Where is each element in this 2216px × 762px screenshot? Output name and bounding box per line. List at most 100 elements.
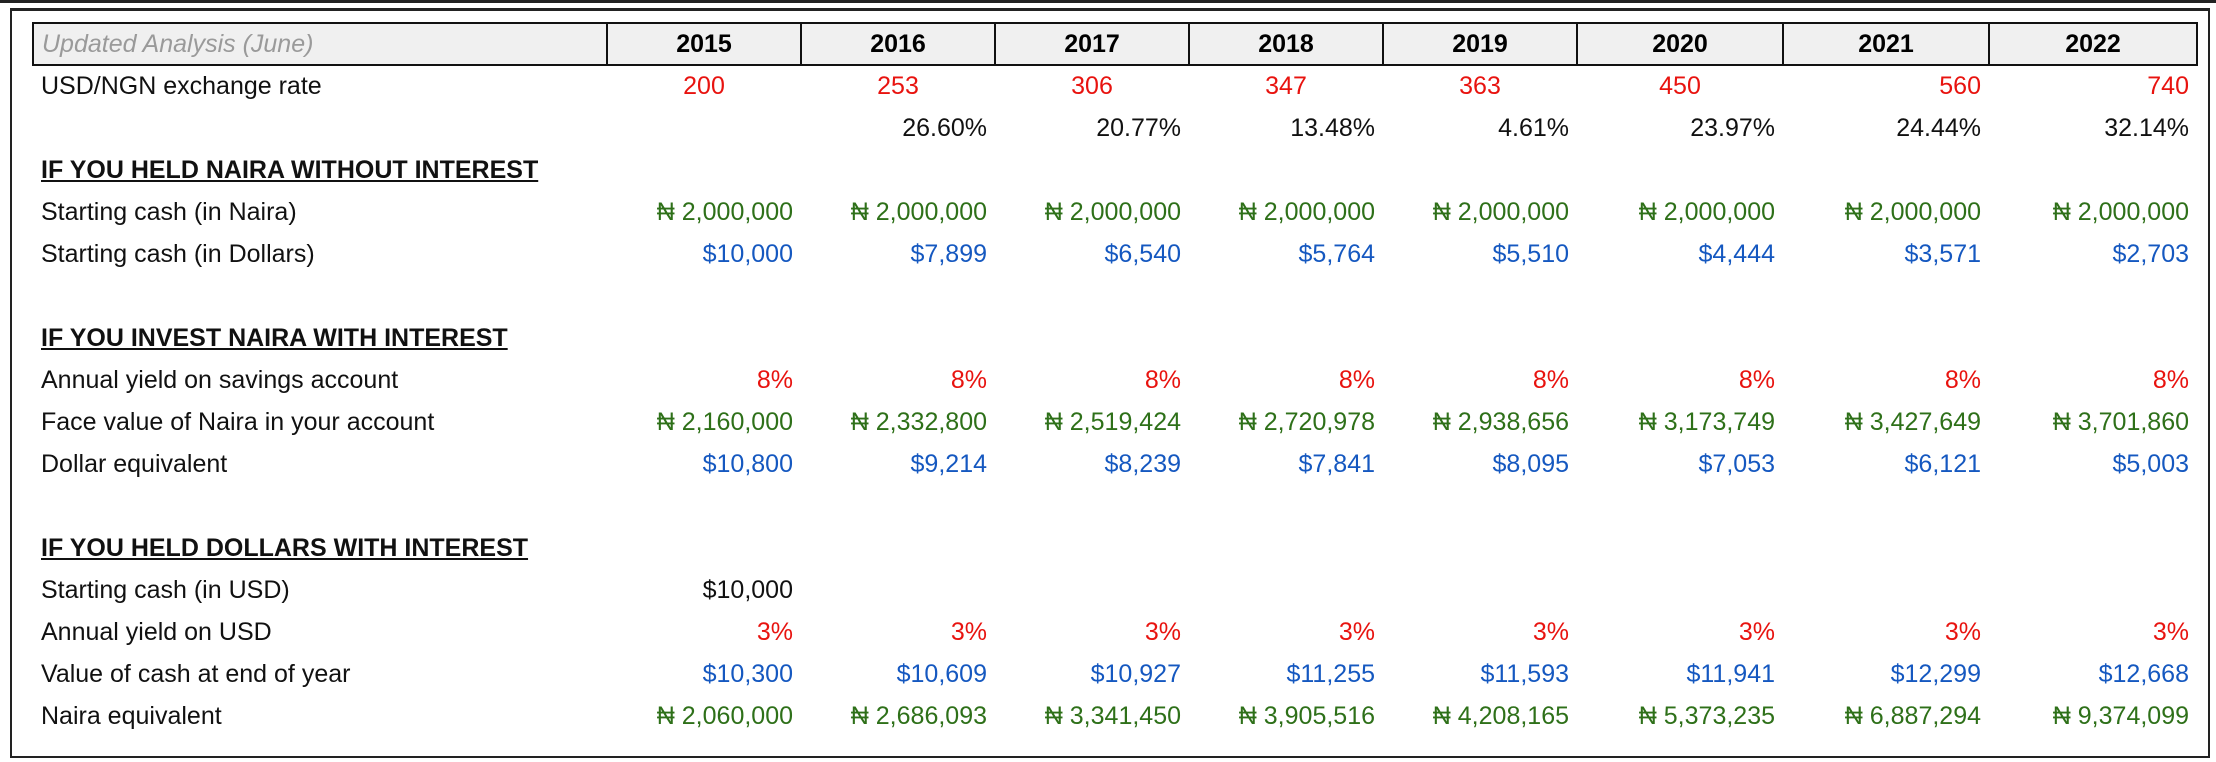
section-heading[interactable]: IF YOU INVEST NAIRA WITH INTEREST [41,323,508,352]
value-cell[interactable] [801,569,995,611]
value-cell[interactable]: ₦ 2,060,000 [656,701,793,730]
value-cell[interactable]: $3,571 [1904,239,1981,268]
value-cell[interactable]: ₦ 2,720,978 [1238,407,1375,436]
row-label[interactable]: Annual yield on USD [41,617,272,646]
value-cell[interactable] [1383,569,1577,611]
value-cell[interactable]: ₦ 2,000,000 [1238,197,1375,226]
value-cell[interactable] [1783,569,1989,611]
section-heading[interactable]: IF YOU HELD NAIRA WITHOUT INTEREST [41,155,539,184]
value-cell[interactable]: 3% [950,617,987,646]
value-cell[interactable]: ₦ 3,173,749 [1638,407,1775,436]
section-heading[interactable]: IF YOU HELD DOLLARS WITH INTEREST [41,533,529,562]
value-cell[interactable]: 3% [756,617,793,646]
value-cell[interactable]: ₦ 3,341,450 [1044,701,1181,730]
row-label[interactable]: USD/NGN exchange rate [41,72,322,100]
value-cell[interactable]: $6,540 [1104,239,1181,268]
value-cell[interactable]: ₦ 3,701,860 [2052,407,2189,436]
pct-change-cell[interactable] [607,107,801,149]
value-cell[interactable] [1989,569,2197,611]
row-label[interactable]: Starting cash (in Dollars) [41,239,315,268]
value-cell[interactable]: $12,668 [2098,659,2189,688]
row-label[interactable]: Starting cash (in USD) [41,575,290,604]
value-cell[interactable]: ₦ 2,000,000 [850,197,987,226]
value-cell[interactable]: 8% [1944,365,1981,394]
value-cell[interactable]: 8% [1532,365,1569,394]
value-cell[interactable]: $2,703 [2112,239,2189,268]
value-cell[interactable]: $10,609 [896,659,987,688]
value-cell[interactable] [1577,569,1783,611]
value-cell[interactable]: $10,000 [702,239,793,268]
value-cell[interactable]: ₦ 9,374,099 [2052,701,2189,730]
value-cell[interactable]: ₦ 2,000,000 [656,197,793,226]
value-cell[interactable]: $4,444 [1698,239,1775,268]
year-header[interactable]: 2017 [994,22,1190,66]
value-cell[interactable]: 8% [2152,365,2189,394]
exchange-rate-cell[interactable]: 740 [2147,72,2189,100]
value-cell[interactable]: ₦ 2,000,000 [1844,197,1981,226]
value-cell[interactable]: $7,053 [1698,449,1775,478]
value-cell[interactable]: $11,941 [1686,659,1775,688]
value-cell[interactable]: $5,764 [1298,239,1375,268]
value-cell[interactable]: $12,299 [1890,659,1981,688]
value-cell[interactable] [995,569,1189,611]
row-label-empty[interactable] [33,107,607,149]
pct-change-cell[interactable]: 23.97% [1690,113,1775,142]
row-label[interactable]: Annual yield on savings account [41,365,399,394]
value-cell[interactable]: $7,841 [1298,449,1375,478]
value-cell[interactable]: $8,095 [1492,449,1569,478]
value-cell[interactable]: $5,510 [1492,239,1569,268]
value-cell[interactable]: ₦ 2,000,000 [1044,197,1181,226]
exchange-rate-cell[interactable]: 450 [1659,72,1701,100]
value-cell[interactable]: ₦ 4,208,165 [1432,701,1569,730]
pct-change-cell[interactable]: 13.48% [1290,113,1375,142]
value-cell[interactable]: ₦ 6,887,294 [1844,701,1981,730]
exchange-rate-cell[interactable]: 363 [1459,72,1501,100]
value-cell[interactable]: 3% [1532,617,1569,646]
row-label[interactable]: Starting cash (in Naira) [41,197,297,226]
value-cell[interactable]: $7,899 [910,239,987,268]
year-header[interactable]: 2020 [1576,22,1784,66]
exchange-rate-cell[interactable]: 347 [1265,72,1307,100]
pct-change-cell[interactable]: 4.61% [1498,113,1569,142]
value-cell[interactable]: 3% [1338,617,1375,646]
value-cell[interactable]: 3% [2152,617,2189,646]
value-cell[interactable]: 3% [1944,617,1981,646]
value-cell[interactable]: $10,927 [1090,659,1181,688]
value-cell[interactable]: 3% [1144,617,1181,646]
value-cell[interactable]: ₦ 2,000,000 [2052,197,2189,226]
exchange-rate-cell[interactable]: 560 [1939,72,1981,100]
value-cell[interactable]: $6,121 [1904,449,1981,478]
exchange-rate-cell[interactable]: 306 [1071,72,1113,100]
pct-change-cell[interactable]: 32.14% [2104,113,2189,142]
year-header[interactable]: 2018 [1188,22,1384,66]
value-cell[interactable]: 8% [1144,365,1181,394]
value-cell[interactable]: $11,593 [1480,659,1569,688]
value-cell[interactable]: $8,239 [1104,449,1181,478]
blank-cell[interactable] [33,275,2197,317]
value-cell[interactable]: $5,003 [2112,449,2189,478]
row-label[interactable]: Face value of Naira in your account [41,407,435,436]
value-cell[interactable]: ₦ 2,000,000 [1638,197,1775,226]
value-cell[interactable]: 8% [1738,365,1775,394]
year-header[interactable]: 2022 [1988,22,2198,66]
pct-change-cell[interactable]: 24.44% [1896,113,1981,142]
exchange-rate-cell[interactable]: 253 [877,72,919,100]
value-cell[interactable]: ₦ 3,905,516 [1238,701,1375,730]
year-header[interactable]: 2021 [1782,22,1990,66]
row-label[interactable]: Dollar equivalent [41,449,228,478]
exchange-rate-cell[interactable]: 200 [683,72,725,100]
pct-change-cell[interactable]: 26.60% [902,113,987,142]
value-cell[interactable]: ₦ 2,519,424 [1044,407,1181,436]
value-cell[interactable]: $10,300 [702,659,793,688]
row-label[interactable]: Value of cash at end of year [41,659,351,688]
year-header[interactable]: 2015 [606,22,802,66]
value-cell[interactable]: ₦ 2,000,000 [1432,197,1569,226]
value-cell[interactable]: ₦ 5,373,235 [1638,701,1775,730]
blank-cell[interactable] [33,485,2197,527]
value-cell[interactable]: 8% [1338,365,1375,394]
sheet-title[interactable]: Updated Analysis (June) [32,22,608,66]
value-cell[interactable]: $9,214 [910,449,987,478]
value-cell[interactable] [1189,569,1383,611]
value-cell[interactable]: ₦ 2,332,800 [850,407,987,436]
value-cell[interactable]: $10,800 [702,449,793,478]
